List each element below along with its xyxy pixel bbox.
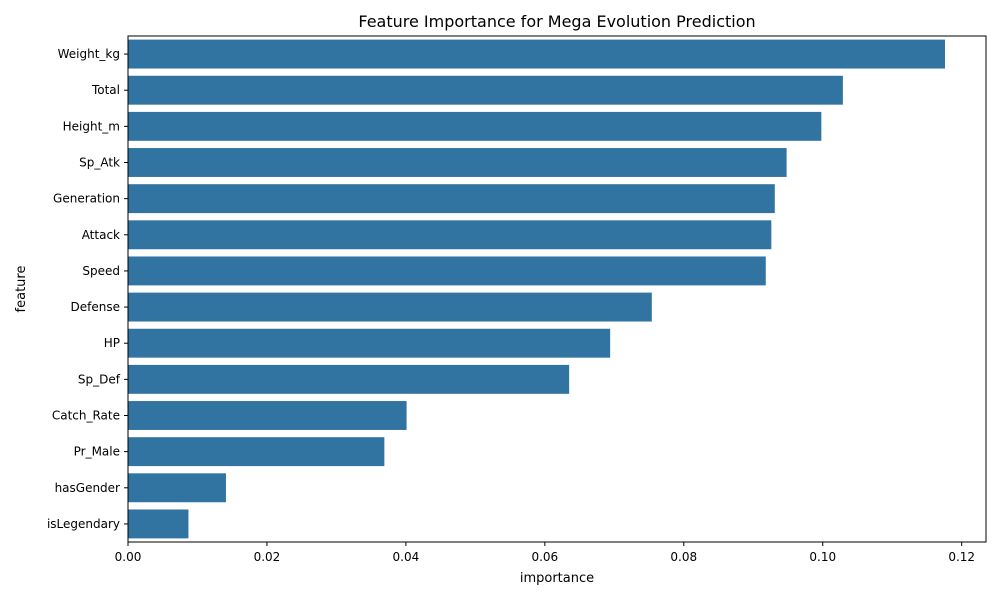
- bar-sp-atk: [128, 148, 787, 177]
- y-tick-layer: Weight_kg Total Height_m Sp_Atk Generation At…: [47, 47, 128, 531]
- bar-catch-rate: [128, 401, 407, 430]
- y-axis-label: feature: [14, 266, 29, 313]
- x-axis-label: importance: [520, 571, 594, 586]
- bar-pr-male: [128, 437, 385, 467]
- y-tick-label: isLegendary: [47, 517, 120, 531]
- y-tick-label: Sp_Atk: [79, 156, 120, 170]
- x-tick-label: 0.00: [115, 550, 142, 564]
- bars-layer: [128, 39, 946, 539]
- bar-speed: [128, 256, 766, 286]
- x-tick-label: 0.06: [531, 550, 558, 564]
- y-tick-label: Catch_Rate: [52, 409, 120, 423]
- x-tick-label: 0.02: [254, 550, 281, 564]
- x-tick-layer: 0.00 0.02 0.04 0.06 0.08 0.10 0.12: [115, 542, 975, 564]
- y-tick-label: Pr_Male: [74, 445, 120, 459]
- x-tick-label: 0.08: [670, 550, 697, 564]
- bar-total: [128, 75, 843, 105]
- y-tick-label: Height_m: [63, 119, 120, 133]
- bar-islegendary: [128, 509, 189, 539]
- bar-height-m: [128, 111, 822, 141]
- bar-hp: [128, 328, 611, 358]
- x-tick-label: 0.04: [393, 550, 420, 564]
- y-tick-label: Generation: [53, 192, 120, 206]
- x-tick-label: 0.12: [948, 550, 975, 564]
- bar-generation: [128, 184, 775, 214]
- plot-frame: [127, 35, 987, 543]
- y-tick-label: Attack: [82, 228, 120, 242]
- y-tick-label: hasGender: [55, 481, 120, 495]
- bar-weight-kg: [128, 39, 946, 69]
- bar-attack: [128, 220, 772, 250]
- y-tick-label: Speed: [82, 264, 120, 278]
- bar-sp-def: [128, 364, 570, 394]
- y-tick-label: Weight_kg: [58, 47, 120, 61]
- chart-title: Feature Importance for Mega Evolution Pr…: [358, 12, 755, 31]
- x-tick-label: 0.10: [809, 550, 836, 564]
- y-tick-label: Defense: [71, 300, 120, 314]
- bar-hasgender: [128, 473, 226, 503]
- y-tick-label: Total: [91, 83, 120, 97]
- y-tick-label: HP: [104, 336, 120, 350]
- y-tick-label: Sp_Def: [78, 372, 121, 386]
- bar-defense: [128, 292, 652, 322]
